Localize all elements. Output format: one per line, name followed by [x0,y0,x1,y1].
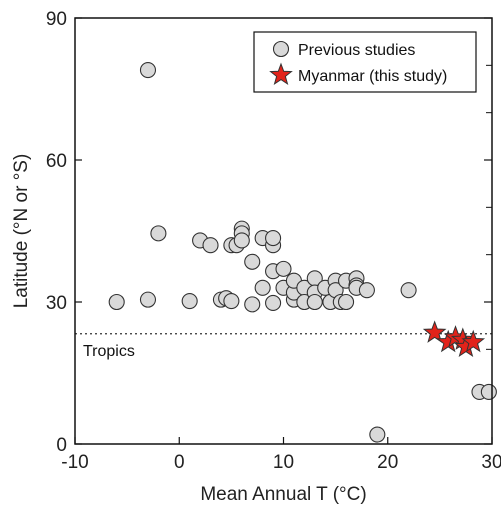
previous-study-point [358,282,375,299]
previous-studies-points [108,62,497,443]
previous-study-point [480,383,497,400]
previous-study-point [139,62,157,79]
previous-study-point [275,260,292,277]
previous-study-point [244,296,261,313]
legend-star-marker [269,62,293,86]
legend-box [253,31,477,93]
legend: Previous studies Myanmar (this study) [253,31,477,93]
previous-study-point [337,293,355,311]
myanmar-points [422,320,486,358]
x-tick-label: 20 [377,452,398,473]
previous-study-point [181,293,198,310]
x-tick-label: -10 [61,452,88,473]
plot-frame [74,17,493,445]
previous-study-point [265,230,282,247]
legend-circle-marker [272,40,290,58]
tropics-label: Tropics [83,343,135,360]
x-tick-label: 10 [273,452,294,473]
myanmar-point [422,320,447,343]
legend-label-myanmar: Myanmar (this study) [298,68,447,85]
previous-study-point [306,293,323,311]
legend-label-previous-studies: Previous studies [298,42,415,59]
previous-study-point [108,293,125,311]
previous-study-point [265,294,282,311]
y-tick-label: 30 [46,293,67,314]
y-tick-label: 90 [46,9,67,30]
x-tick-label: 30 [481,452,501,473]
previous-study-point [202,237,219,254]
y-tick-label: 60 [46,151,67,172]
previous-study-point [233,232,250,249]
previous-study-point [369,426,386,443]
y-tick-label: 0 [56,435,67,456]
previous-study-point [400,282,417,299]
y-minor-ticks [484,17,492,445]
previous-study-point [150,225,167,242]
x-tick-label: 0 [174,452,185,473]
previous-study-point [244,253,261,270]
x-axis-title: Mean Annual T (°C) [200,484,366,505]
myanmar-point [461,329,486,353]
previous-study-point [139,291,157,308]
y-axis-title: Latitude (°N or °S) [11,154,32,309]
previous-study-point [254,279,271,296]
previous-study-point [223,293,240,310]
